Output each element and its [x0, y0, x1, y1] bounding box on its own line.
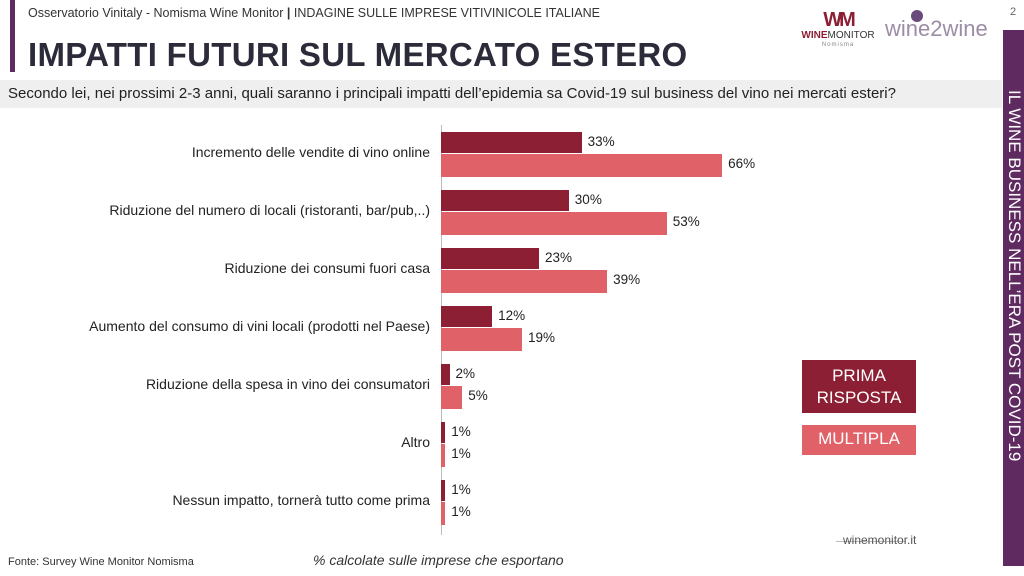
source-note: Fonte: Survey Wine Monitor Nomisma — [8, 556, 194, 568]
bar-prima-risposta — [441, 132, 582, 153]
data-label: 30% — [574, 192, 602, 207]
survey-question: Secondo lei, nei prossimi 2-3 anni, qual… — [0, 80, 1002, 108]
title-accent-bar — [10, 0, 15, 72]
data-label: 1% — [451, 446, 471, 461]
data-label: 1% — [451, 482, 471, 497]
bar-prima-risposta — [441, 364, 450, 385]
data-label: 53% — [672, 214, 700, 229]
survey-name: INDAGINE SULLE IMPRESE VITIVINICOLE ITAL… — [293, 6, 600, 20]
category-label: Riduzione del numero di locali (ristoran… — [109, 202, 430, 218]
winemonitor-mark-icon: WM — [823, 9, 856, 31]
bar-multipla — [441, 444, 446, 467]
legend-label: PRIMA — [832, 366, 886, 385]
page-title: IMPATTI FUTURI SUL MERCATO ESTERO — [28, 36, 688, 73]
winemonitor-logo: WM WINEMONITOR Nomisma — [796, 10, 880, 48]
footer-divider — [836, 541, 906, 542]
grape-icon — [911, 10, 923, 22]
wine2wine-text: wine2wine — [885, 16, 988, 41]
bar-prima-risposta — [441, 422, 446, 443]
side-banner-text: IL WINE BUSINESS NELL’ERA POST COVID-19 — [1005, 90, 1024, 462]
logo-wine: WINE — [801, 30, 828, 41]
bar-prima-risposta — [441, 248, 539, 269]
bar-prima-risposta — [441, 480, 446, 501]
bar-multipla — [441, 154, 723, 177]
footnote: % calcolate sulle imprese che esportano — [313, 552, 564, 568]
legend-multipla: MULTIPLA — [802, 425, 916, 455]
bar-multipla — [441, 502, 446, 525]
category-label: Incremento delle vendite di vino online — [191, 144, 430, 160]
legend-label: RISPOSTA — [816, 388, 902, 407]
data-label: 5% — [468, 388, 488, 403]
page-number: 2 — [1010, 6, 1017, 18]
bar-multipla — [441, 270, 608, 293]
side-banner: IL WINE BUSINESS NELL’ERA POST COVID-19 — [1003, 30, 1024, 566]
category-label: Altro — [401, 434, 430, 450]
category-label: Riduzione dei consumi fuori casa — [224, 260, 430, 276]
data-label: 66% — [728, 156, 756, 171]
legend-prima-risposta: PRIMA RISPOSTA — [802, 360, 916, 413]
logo-nomisma: Nomisma — [821, 42, 855, 48]
data-label: 23% — [544, 250, 572, 265]
bar-multipla — [441, 386, 463, 409]
website-link[interactable]: winemonitor.it — [843, 533, 917, 547]
bar-prima-risposta — [441, 306, 493, 327]
category-label: Aumento del consumo di vini locali (prod… — [89, 318, 430, 334]
observatory-name: Osservatorio Vinitaly - Nomisma Wine Mon… — [28, 6, 284, 20]
category-label: Nessun impatto, tornerà tutto come prima — [172, 492, 430, 508]
data-label: 1% — [451, 504, 471, 519]
data-label: 39% — [613, 272, 641, 287]
bar-multipla — [441, 212, 667, 235]
logo-monitor: MONITOR — [827, 30, 875, 41]
data-label: 1% — [451, 424, 471, 439]
bar-prima-risposta — [441, 190, 569, 211]
separator: | — [286, 6, 291, 20]
category-label: Riduzione della spesa in vino dei consum… — [145, 376, 430, 392]
wine2wine-logo: wine2wine — [885, 10, 988, 42]
data-label: 33% — [587, 134, 615, 149]
data-label: 2% — [455, 366, 476, 381]
data-label: 19% — [527, 330, 555, 345]
data-label: 12% — [498, 308, 526, 323]
header-subtitle: Osservatorio Vinitaly - Nomisma Wine Mon… — [28, 6, 600, 20]
bar-multipla — [441, 328, 522, 351]
